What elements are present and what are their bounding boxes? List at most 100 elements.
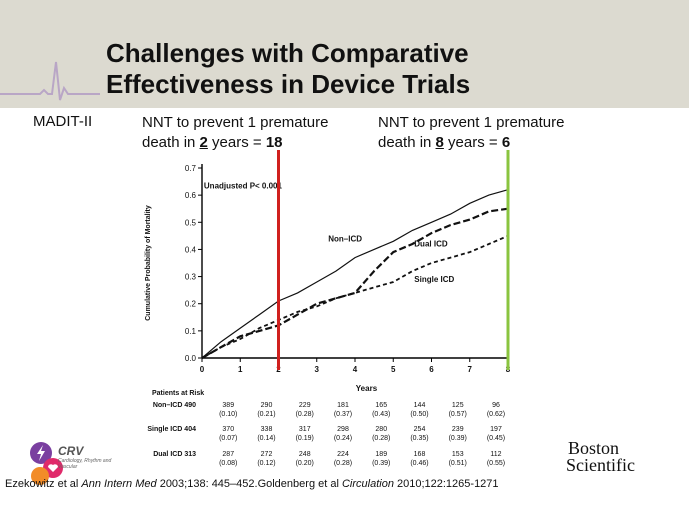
risk-probability: (0.43): [372, 411, 390, 418]
risk-probability: (0.50): [410, 411, 428, 418]
risk-probability: (0.37): [334, 411, 352, 418]
series-line-2: [201, 207, 509, 359]
risk-probability: (0.07): [219, 435, 237, 442]
risk-count: 280: [375, 426, 387, 433]
risk-probability: (0.46): [410, 460, 428, 467]
series-label-1: Non–ICD: [328, 234, 362, 243]
nnt-right-pre: death in: [378, 134, 436, 151]
header-band: [0, 0, 689, 108]
risk-row-label: Dual ICD 313: [153, 451, 196, 458]
crv-logo-subtitle: Cardiology, Rhythm and Vascular: [58, 458, 112, 470]
citation-journal-1: Ann Intern Med: [81, 478, 157, 490]
nnt-left-mid: years =: [207, 134, 266, 151]
y-tick-label: 0.4: [185, 245, 197, 254]
title-line-2: Effectiveness in Device Trials: [106, 69, 471, 99]
series-line-3: [201, 235, 509, 359]
risk-count: 290: [261, 402, 273, 409]
x-tick-label: 1: [238, 365, 243, 374]
risk-probability: (0.20): [296, 460, 314, 467]
risk-count: 224: [337, 451, 349, 458]
risk-probability: (0.57): [449, 411, 467, 418]
risk-probability: (0.28): [334, 460, 352, 467]
risk-count: 254: [414, 426, 426, 433]
series-line-1: [201, 189, 509, 359]
risk-count: 229: [299, 402, 311, 409]
x-tick-label: 6: [429, 365, 434, 374]
risk-probability: (0.21): [257, 411, 275, 418]
y-axis-label: Cumulative Probability of Mortality: [145, 205, 152, 321]
nnt-right-years: 8: [435, 134, 444, 151]
y-tick-label: 0.5: [185, 218, 197, 227]
p-value-annotation: Unadjusted P< 0.001: [204, 181, 283, 190]
citation-part-3: 2010;122:1265-1271: [393, 478, 499, 490]
series-label-2: Dual ICD: [414, 240, 448, 249]
nnt-right-value: 6: [501, 134, 511, 151]
risk-count: 370: [222, 426, 234, 433]
risk-count: 287: [222, 451, 234, 458]
nnt-left-pre: death in: [142, 134, 200, 151]
risk-probability: (0.19): [296, 435, 314, 442]
risk-probability: (0.39): [372, 460, 390, 467]
citation-part-1: Ezekowitz et al: [5, 478, 82, 490]
risk-row-label: Single ICD 404: [147, 426, 196, 433]
risk-probability: (0.28): [372, 435, 390, 442]
risk-probability: (0.24): [334, 435, 352, 442]
nnt-left-line1: NNT to prevent 1 premature: [142, 114, 329, 131]
nnt-8-years: NNT to prevent 1 premature death in 8 ye…: [378, 113, 564, 153]
nnt-right-line1: NNT to prevent 1 premature: [378, 114, 565, 131]
citation-journal-2: Circulation: [341, 478, 394, 490]
risk-count: 338: [261, 426, 273, 433]
risk-probability: (0.55): [487, 460, 505, 467]
nnt-right-mid: years =: [443, 134, 502, 151]
risk-row-label: Non–ICD 490: [153, 402, 196, 409]
risk-probability: (0.39): [449, 435, 467, 442]
nnt-left-value: 18: [265, 134, 283, 151]
boston-logo-line2: Scientific: [566, 455, 635, 475]
x-tick-label: 4: [353, 365, 358, 374]
trial-name: MADIT-II: [33, 113, 93, 130]
series-label-3: Single ICD: [414, 275, 454, 284]
risk-table-header: Patients at Risk: [152, 390, 204, 397]
y-tick-label: 0.1: [185, 327, 197, 336]
title-line-1: Challenges with Comparative: [106, 38, 469, 68]
risk-count: 168: [414, 451, 426, 458]
nnt-left-years: 2: [199, 134, 208, 151]
crv-logo-icon: [30, 442, 63, 485]
risk-probability: (0.14): [257, 435, 275, 442]
y-tick-label: 0.0: [185, 354, 197, 363]
risk-probability: (0.35): [410, 435, 428, 442]
risk-count: 125: [452, 402, 464, 409]
risk-count: 239: [452, 426, 464, 433]
y-tick-label: 0.2: [185, 300, 197, 309]
y-tick-label: 0.3: [185, 273, 197, 282]
risk-count: 165: [375, 402, 387, 409]
citation: Ezekowitz et al Ann Intern Med 2003;138:…: [5, 478, 499, 490]
risk-count: 389: [222, 402, 234, 409]
nnt-2-years: NNT to prevent 1 premature death in 2 ye…: [142, 113, 328, 153]
y-tick-label: 0.6: [185, 191, 197, 200]
risk-count: 181: [337, 402, 349, 409]
risk-probability: (0.51): [449, 460, 467, 467]
risk-count: 96: [492, 402, 500, 409]
citation-part-2: 2003;138: 445–452.Goldenberg et al: [156, 478, 342, 490]
ekg-line-icon: [0, 61, 100, 101]
y-tick-label: 0.7: [185, 164, 197, 173]
x-tick-label: 0: [200, 365, 205, 374]
x-tick-label: 5: [391, 365, 396, 374]
risk-probability: (0.28): [296, 411, 314, 418]
boston-scientific-logo: Boston Scientific: [566, 438, 635, 475]
risk-count: 153: [452, 451, 464, 458]
x-axis-label: Years: [356, 384, 378, 393]
crv-logo-title: CRV: [58, 444, 84, 458]
page-title: Challenges with Comparative Effectivenes…: [106, 38, 666, 100]
boston-logo-line1: Boston: [568, 438, 620, 458]
risk-count: 197: [490, 426, 502, 433]
x-tick-label: 3: [315, 365, 320, 374]
risk-probability: (0.62): [487, 411, 505, 418]
risk-probability: (0.12): [257, 460, 275, 467]
x-tick-label: 7: [468, 365, 473, 374]
risk-count: 272: [261, 451, 273, 458]
risk-count: 144: [414, 402, 426, 409]
risk-count: 248: [299, 451, 311, 458]
